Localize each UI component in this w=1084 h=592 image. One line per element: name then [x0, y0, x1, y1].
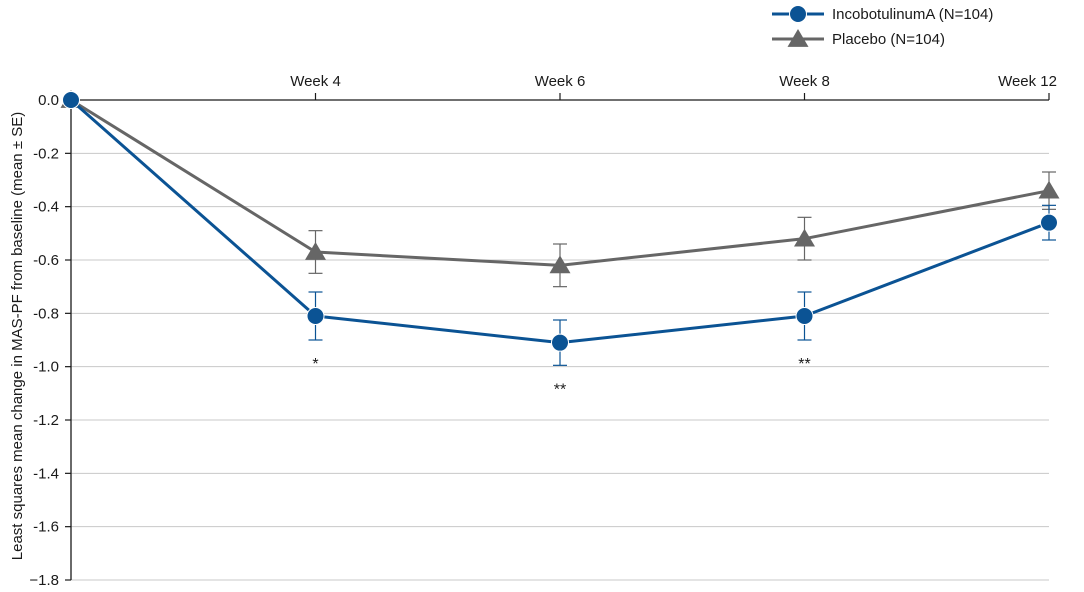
y-axis-label: Least squares mean change in MAS-PF from…	[9, 112, 26, 560]
x-tick-label: Week 4	[290, 73, 341, 90]
legend-item: Placebo (N=104)	[772, 29, 945, 48]
significance-annotations: *****	[312, 356, 810, 398]
y-tick-label: -1.6	[33, 519, 59, 536]
significance-marker: **	[554, 381, 566, 398]
legend-marker	[787, 29, 809, 47]
y-tick-label: -0.6	[33, 252, 59, 269]
data-point	[305, 242, 326, 260]
x-tick-label: Week 12	[998, 73, 1057, 90]
data-point	[549, 255, 571, 274]
x-tick-label: Week 6	[535, 73, 586, 90]
significance-marker: **	[798, 356, 810, 373]
series-placebo	[60, 90, 1060, 288]
y-ticks: 0.0 -0.2 -0.4 -0.6 -0.8 -1.0 -1.2 -1.4 -1.6 −1.8	[29, 92, 71, 589]
x-ticks: Week 4 Week 6 Week 8 Week 12	[290, 73, 1057, 100]
y-tick-label: -1.4	[33, 465, 59, 482]
y-tick-label: -1.0	[33, 359, 59, 376]
significance-marker: *	[312, 356, 318, 373]
gridlines	[71, 152, 1049, 581]
series-incobotulinuma	[62, 91, 1058, 366]
series-line	[70, 98, 1050, 345]
data-point	[1040, 213, 1058, 232]
y-tick-label: -1.2	[33, 412, 59, 429]
data-point	[1038, 180, 1060, 199]
y-tick-label: -0.2	[33, 145, 59, 162]
y-tick-label: -0.8	[33, 305, 59, 322]
data-point	[795, 307, 814, 325]
legend: IncobotulinumA (N=104) Placebo (N=104)	[772, 5, 993, 48]
data-point	[62, 91, 80, 109]
data-point	[306, 307, 325, 325]
legend-label: Placebo (N=104)	[832, 31, 945, 48]
series	[60, 90, 1060, 366]
legend-marker	[789, 5, 807, 23]
data-point	[551, 333, 569, 352]
y-tick-label: 0.0	[38, 92, 59, 109]
y-tick-label: -0.4	[33, 199, 59, 216]
series-line	[70, 98, 1050, 267]
legend-item: IncobotulinumA (N=104)	[772, 5, 993, 23]
legend-label: IncobotulinumA (N=104)	[832, 6, 993, 23]
data-point	[794, 228, 815, 247]
y-tick-label: −1.8	[29, 572, 59, 589]
x-tick-label: Week 8	[779, 73, 830, 90]
